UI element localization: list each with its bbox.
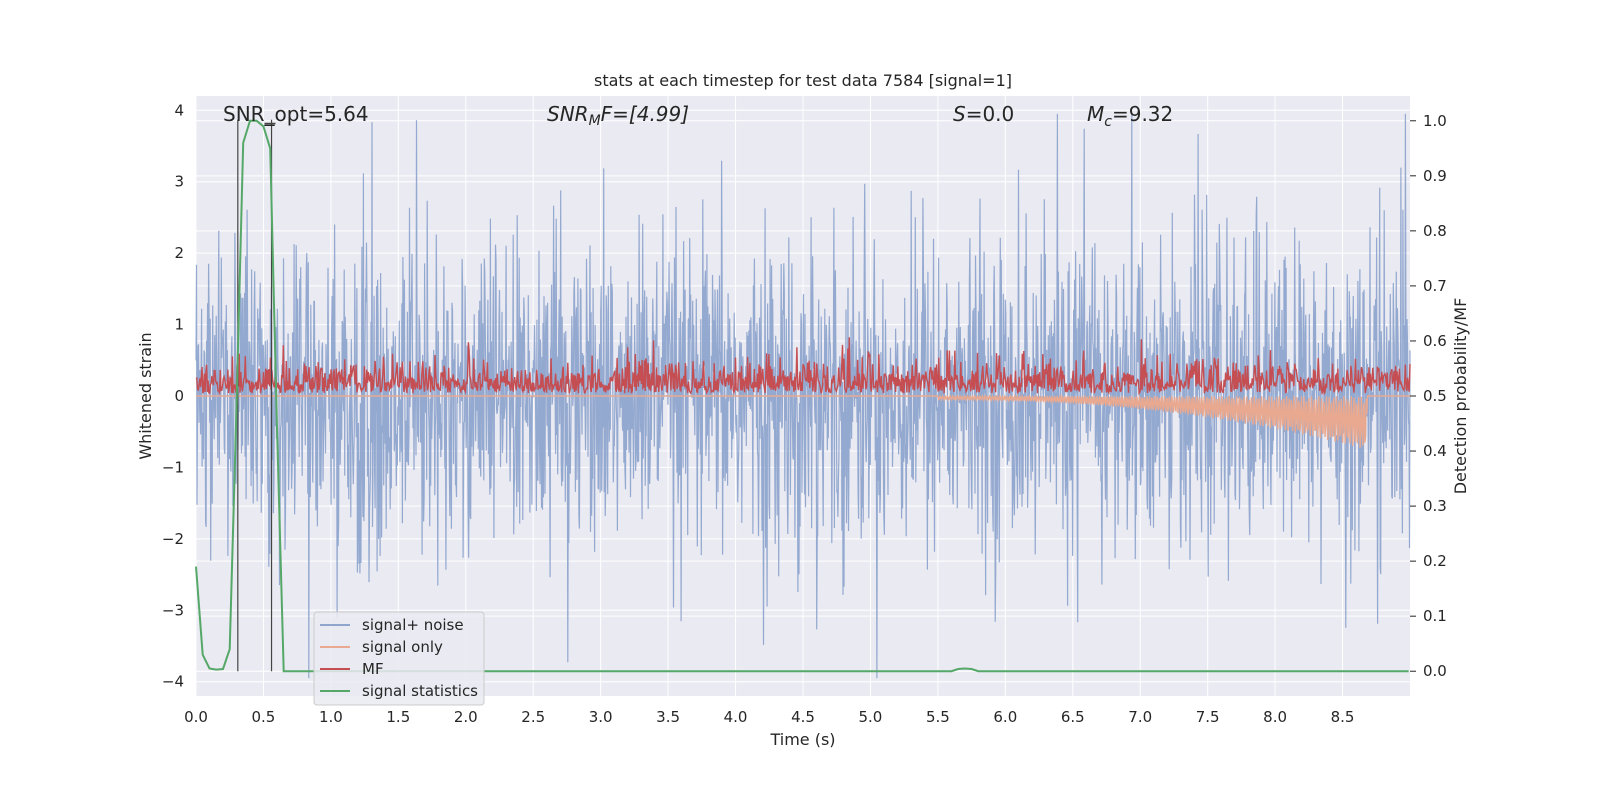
signal-only-line — [196, 393, 1410, 448]
y-right-tick-label: 1.0 — [1423, 112, 1447, 130]
annotation-snr-mf-post: F=[4.99] — [601, 102, 689, 126]
annotation-snr-opt: SNR_opt=5.64 — [223, 102, 369, 126]
legend-label: MF — [362, 660, 384, 678]
legend-label: signal only — [362, 638, 443, 656]
x-tick-label: 6.0 — [993, 708, 1017, 726]
x-tick-label: 5.5 — [926, 708, 950, 726]
y-right-axis-label: Detection probability/MF — [1451, 298, 1470, 495]
x-tick-label: 1.5 — [386, 708, 410, 726]
annotation-mc: Mc=9.32 — [1087, 102, 1173, 130]
y-right-tick-label: 0.0 — [1423, 662, 1447, 680]
x-axis-label: Time (s) — [769, 730, 835, 749]
y-tick-label: 0 — [174, 387, 184, 405]
signal-statistics-line — [195, 119, 1409, 673]
y-right-tick-label: 0.1 — [1423, 607, 1447, 625]
x-tick-label: 7.0 — [1128, 708, 1152, 726]
annotation-snr-mf: SNRMF=[4.99] — [547, 102, 689, 129]
x-tick-label: 4.5 — [791, 708, 815, 726]
annotation-s-pre: S — [953, 102, 966, 126]
x-tick-label: 3.5 — [656, 708, 680, 726]
annotation-mc-pre: M — [1087, 102, 1104, 126]
x-tick-label: 5.0 — [859, 708, 883, 726]
annotation-mc-sub: c — [1104, 114, 1112, 130]
signal-statistics-series — [195, 119, 1409, 673]
legend-label: signal+ noise — [362, 616, 464, 634]
x-tick-label: 0.0 — [184, 708, 208, 726]
x-tick-label: 8.5 — [1331, 708, 1355, 726]
chart-title: stats at each timestep for test data 758… — [594, 71, 1012, 90]
y-right-tick-label: 0.5 — [1423, 387, 1447, 405]
x-tick-label: 6.5 — [1061, 708, 1085, 726]
y-tick-label: 4 — [174, 101, 184, 119]
y-right-tick-label: 0.2 — [1423, 552, 1447, 570]
x-tick-label: 1.0 — [319, 708, 343, 726]
legend-frame — [313, 611, 485, 706]
x-tick-label: 3.0 — [589, 708, 613, 726]
x-tick-label: 2.0 — [454, 708, 478, 726]
y-axis-label: Whitened strain — [136, 332, 155, 459]
y-tick-label: 2 — [174, 244, 184, 262]
x-axis-ticks: 0.0 0.5 1.0 1.5 2.0 2.5 3.0 3.5 4.0 4.5 5.0 5.5 6.0 6… — [184, 708, 1354, 726]
y-tick-label: 3 — [174, 173, 184, 191]
annotation-mc-post: =9.32 — [1112, 102, 1173, 126]
y-tick-label: −1 — [162, 458, 184, 476]
legend: signal+ noise signal only MF signal statist… — [313, 611, 485, 706]
y-right-tick-label: 0.8 — [1423, 222, 1447, 240]
y-right-tick-label: 0.4 — [1423, 442, 1447, 460]
y-tick-label: −2 — [162, 530, 184, 548]
annotation-snr-mf-pre: SNR — [547, 102, 589, 126]
annotation-s-post: =0.0 — [966, 102, 1015, 126]
legend-label: signal statistics — [362, 682, 478, 700]
x-tick-label: 7.5 — [1196, 708, 1220, 726]
y-right-tick-label: 0.7 — [1423, 277, 1447, 295]
x-tick-label: 0.5 — [252, 708, 276, 726]
y-right-axis-ticks: 1.0 0.9 0.8 0.7 0.6 0.5 0.4 0.3 0.2 0.1 0.0 — [1410, 112, 1447, 680]
mf-line — [195, 337, 1411, 396]
y-tick-label: −4 — [162, 673, 184, 691]
x-tick-label: 2.5 — [521, 708, 545, 726]
y-tick-label: 1 — [174, 316, 184, 334]
annotation-s: S=0.0 — [953, 102, 1014, 126]
y-right-tick-label: 0.6 — [1423, 332, 1447, 350]
x-tick-label: 4.0 — [724, 708, 748, 726]
y-axis-ticks: 4 3 2 1 0 −1 −2 −3 −4 — [162, 101, 184, 690]
signal-only-series — [196, 393, 1410, 448]
y-right-tick-label: 0.9 — [1423, 167, 1447, 185]
mf-series — [195, 337, 1411, 396]
y-right-tick-label: 0.3 — [1423, 497, 1447, 515]
y-tick-label: −3 — [162, 601, 184, 619]
x-tick-label: 8.0 — [1263, 708, 1287, 726]
annotation-snr-mf-sub: M — [589, 113, 601, 129]
